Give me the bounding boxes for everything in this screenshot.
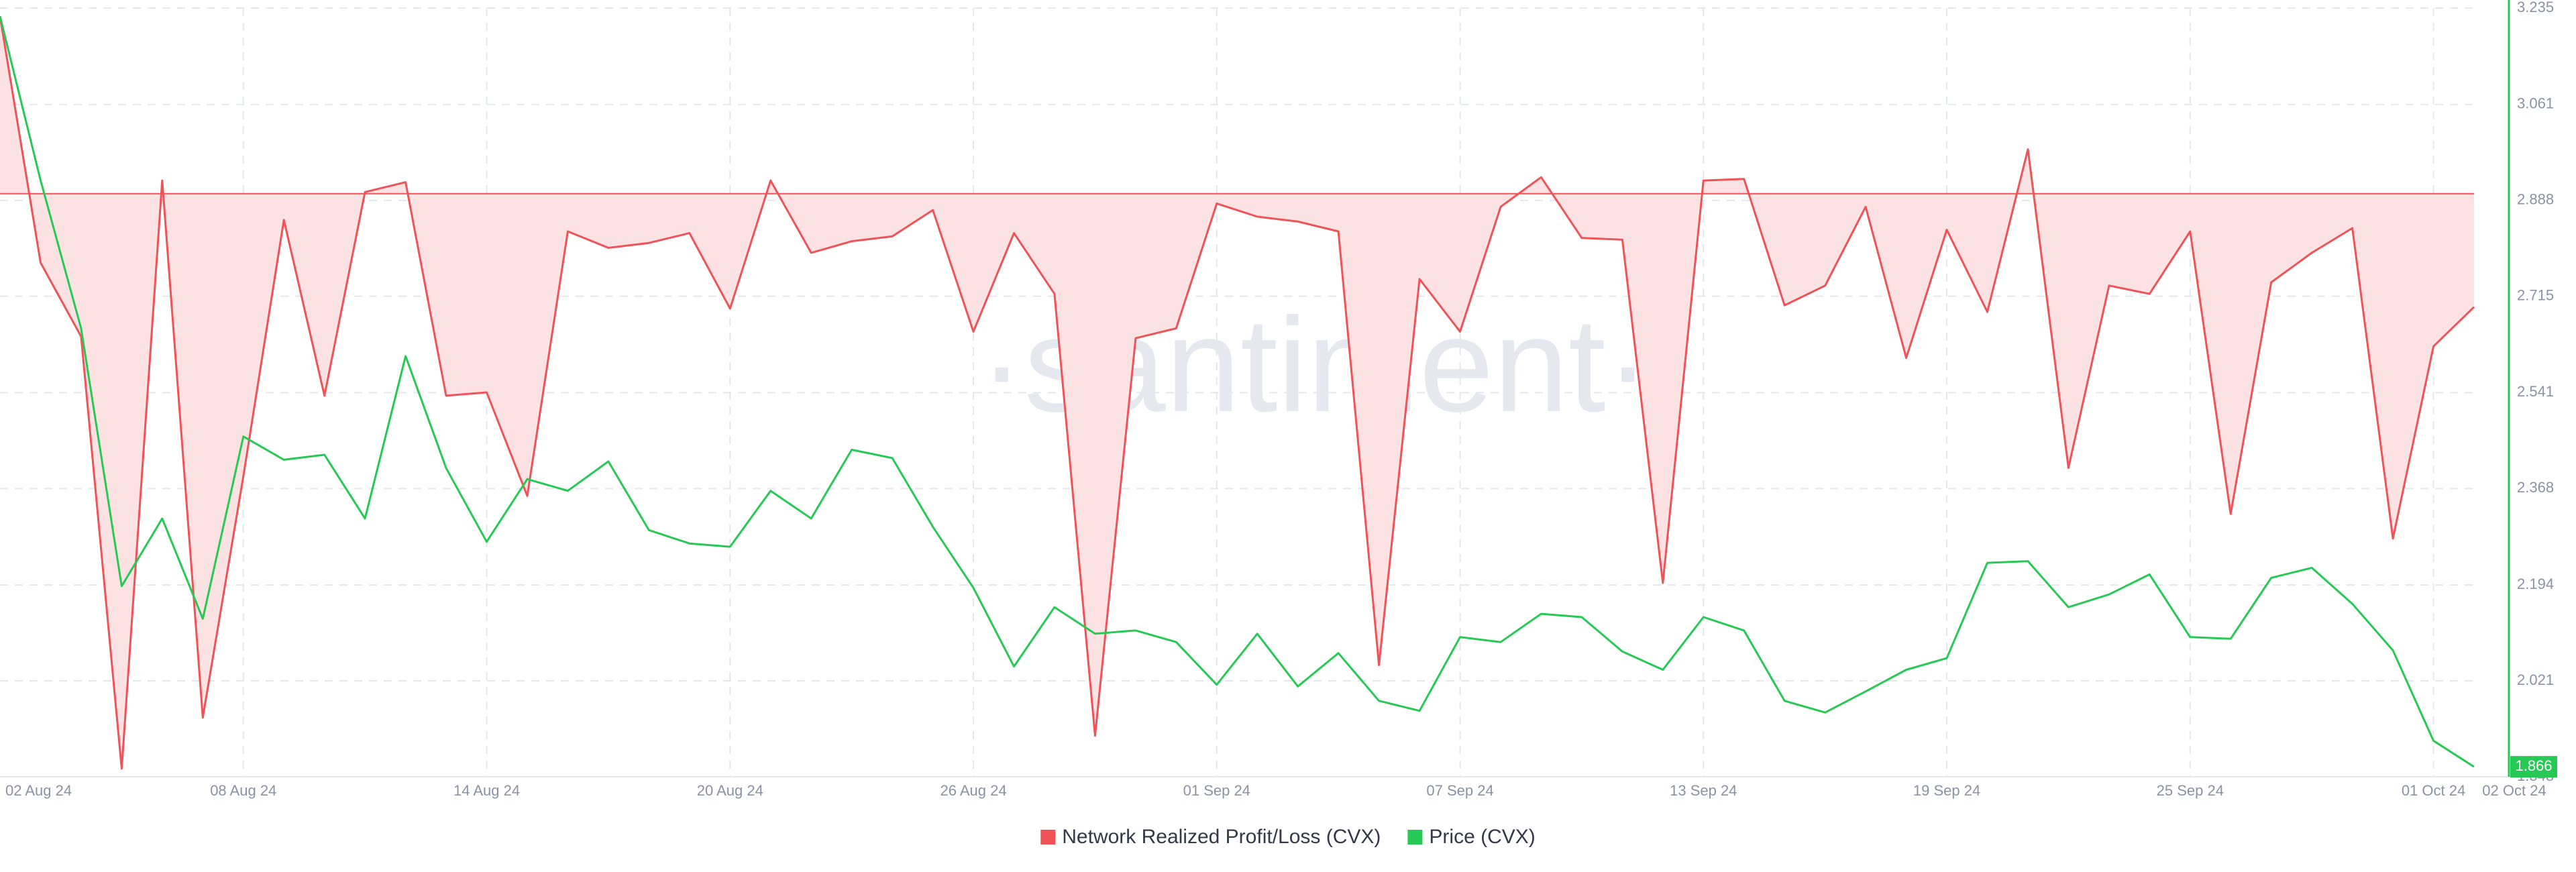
x-tick-label: 01 Oct 24 (2402, 782, 2465, 799)
x-tick-label: 19 Sep 24 (1913, 782, 1980, 799)
x-tick-label: 08 Aug 24 (210, 782, 276, 799)
x-tick-label: 14 Aug 24 (453, 782, 520, 799)
legend-label: Network Realized Profit/Loss (CVX) (1062, 826, 1381, 848)
x-tick-label: 26 Aug 24 (940, 782, 1006, 799)
last-value-box (2510, 756, 2557, 778)
y-tick-label: 2.888 (2517, 191, 2554, 208)
y-tick-label: 2.368 (2517, 479, 2554, 496)
x-tick-label: 02 Aug 24 (5, 782, 72, 799)
y-tick-label: 3.235 (2517, 0, 2554, 15)
x-tick-label: 02 Oct 24 (2482, 782, 2546, 799)
x-tick-label: 13 Sep 24 (1670, 782, 1737, 799)
x-tick-label: 07 Sep 24 (1426, 782, 1493, 799)
line (0, 16, 2475, 768)
y-tick-label: 2.541 (2517, 383, 2554, 400)
line (0, 15, 2475, 770)
y-tick-label: 2.021 (2517, 671, 2554, 688)
y-tick-label: 2.194 (2517, 576, 2554, 592)
legend: Network Realized Profit/Loss (CVX) Price … (1040, 826, 1536, 848)
last-value-label: 1.866 (2515, 757, 2552, 774)
x-tick-label: 01 Sep 24 (1183, 782, 1250, 799)
area (0, 16, 2474, 769)
x-tick-label: 25 Sep 24 (2157, 782, 2224, 799)
legend-label: Price (CVX) (1429, 826, 1535, 848)
y-tick-label: 2.715 (2517, 286, 2554, 303)
x-tick-label: 20 Aug 24 (697, 782, 763, 799)
legend-swatch (1407, 830, 1423, 844)
legend-swatch (1040, 830, 1056, 844)
y-tick-label: 3.061 (2517, 95, 2554, 112)
